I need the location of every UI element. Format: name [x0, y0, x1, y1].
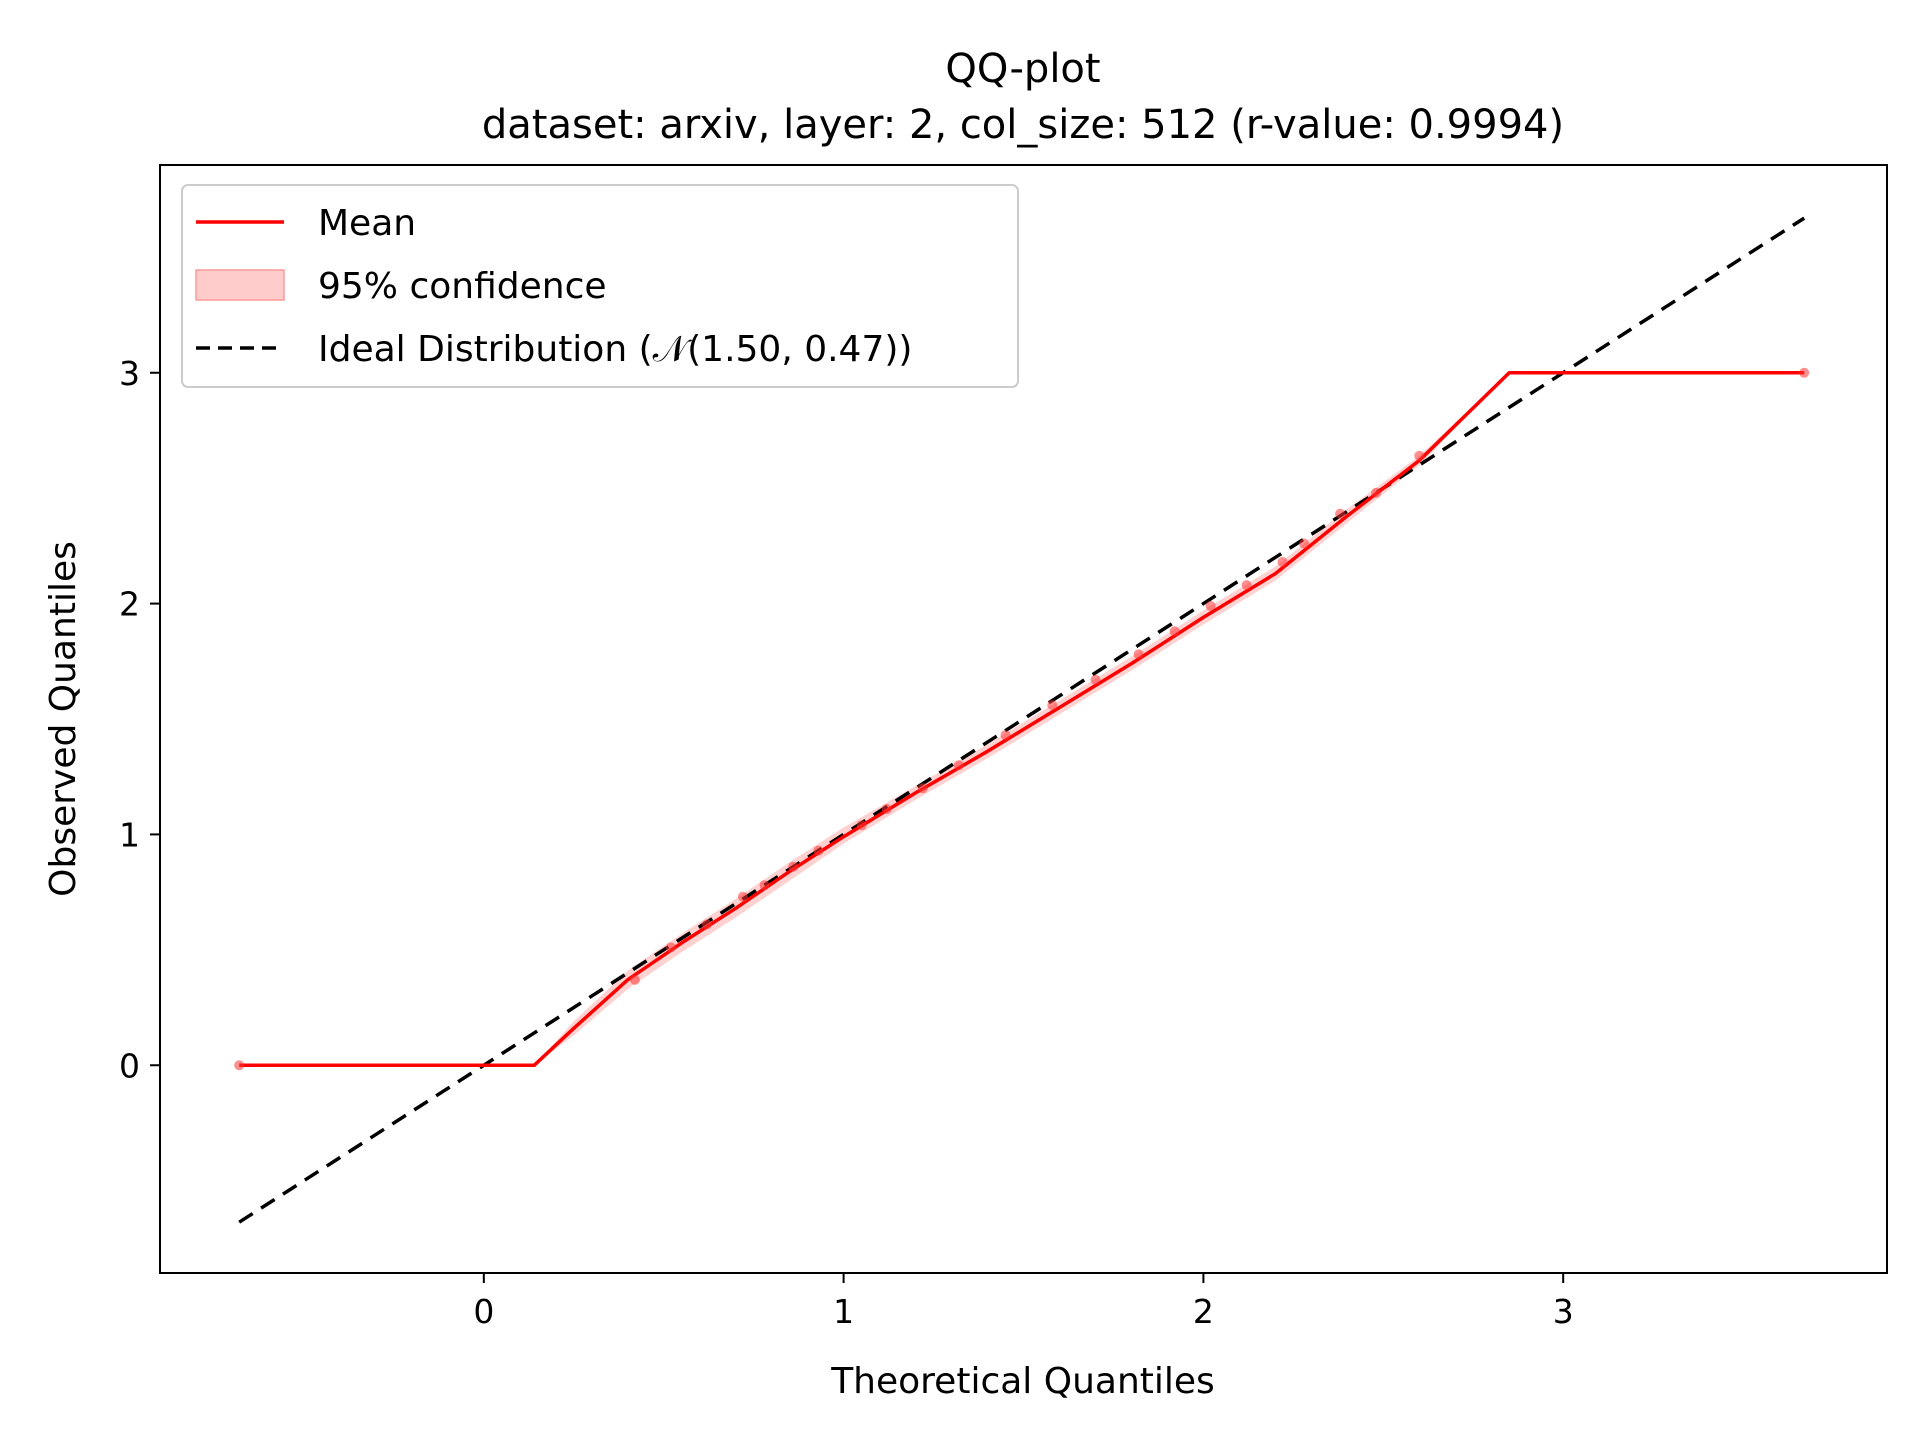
- chart-subtitle: dataset: arxiv, layer: 2, col_size: 512 …: [482, 102, 1564, 148]
- plot-area: [234, 216, 1810, 1224]
- mean-line: [239, 371, 1805, 1068]
- observed-point: [1299, 538, 1310, 549]
- observed-point: [1335, 508, 1346, 519]
- y-tick-label: 1: [119, 815, 140, 854]
- legend-frame: [181, 184, 1019, 388]
- observed-point: [1000, 730, 1011, 741]
- chart-title: QQ-plot: [945, 46, 1100, 92]
- observed-point: [1133, 649, 1144, 660]
- x-tick-label: 2: [1193, 1292, 1214, 1331]
- observed-point: [759, 880, 770, 891]
- legend-confidence-label: 95% confidence: [318, 266, 607, 307]
- observed-point: [953, 760, 964, 771]
- y-tick-label: 2: [119, 585, 140, 624]
- observed-point: [737, 891, 748, 902]
- observed-point: [1090, 674, 1101, 685]
- x-tick-label: 3: [1553, 1292, 1574, 1331]
- observed-point: [813, 845, 824, 856]
- observed-point: [234, 1060, 245, 1071]
- line-layer: [238, 216, 1806, 1224]
- observed-point: [701, 919, 712, 930]
- observed-point: [629, 974, 640, 985]
- y-axis-ticks: 0 1 2 3: [119, 354, 160, 1085]
- legend: Mean 95% confidence Ideal Distribution (…: [181, 184, 1019, 388]
- plot-frame: [159, 164, 1888, 1274]
- x-axis-label: Theoretical Quantiles: [830, 1361, 1215, 1402]
- observed-point: [1414, 450, 1425, 461]
- observed-point: [881, 804, 892, 814]
- observed-point: [917, 783, 928, 794]
- observed-point: [1371, 487, 1382, 498]
- ideal-distribution-line: [238, 216, 1806, 1224]
- observed-point: [1277, 557, 1288, 567]
- legend-ideal-label: Ideal Distribution (𝒩(1.50, 0.47)): [318, 329, 912, 370]
- observed-point: [1241, 580, 1252, 591]
- observed-point: [788, 861, 799, 872]
- legend-confidence-swatch: [195, 269, 285, 301]
- observed-point: [856, 820, 867, 831]
- y-tick-label: 0: [119, 1046, 140, 1085]
- x-tick-label: 1: [833, 1292, 854, 1331]
- legend-mean-label: Mean: [318, 203, 416, 244]
- x-tick-label: 0: [473, 1292, 494, 1331]
- observed-point: [665, 942, 676, 953]
- y-axis-label: Observed Quantiles: [43, 541, 84, 897]
- observed-point: [1169, 626, 1180, 637]
- x-axis-ticks: 0 1 2 3: [473, 1273, 1574, 1331]
- observed-point: [1205, 600, 1216, 611]
- observed-point: [1799, 367, 1810, 378]
- point-layer: [234, 367, 1810, 1071]
- observed-point: [1047, 700, 1058, 711]
- y-tick-label: 3: [119, 354, 140, 393]
